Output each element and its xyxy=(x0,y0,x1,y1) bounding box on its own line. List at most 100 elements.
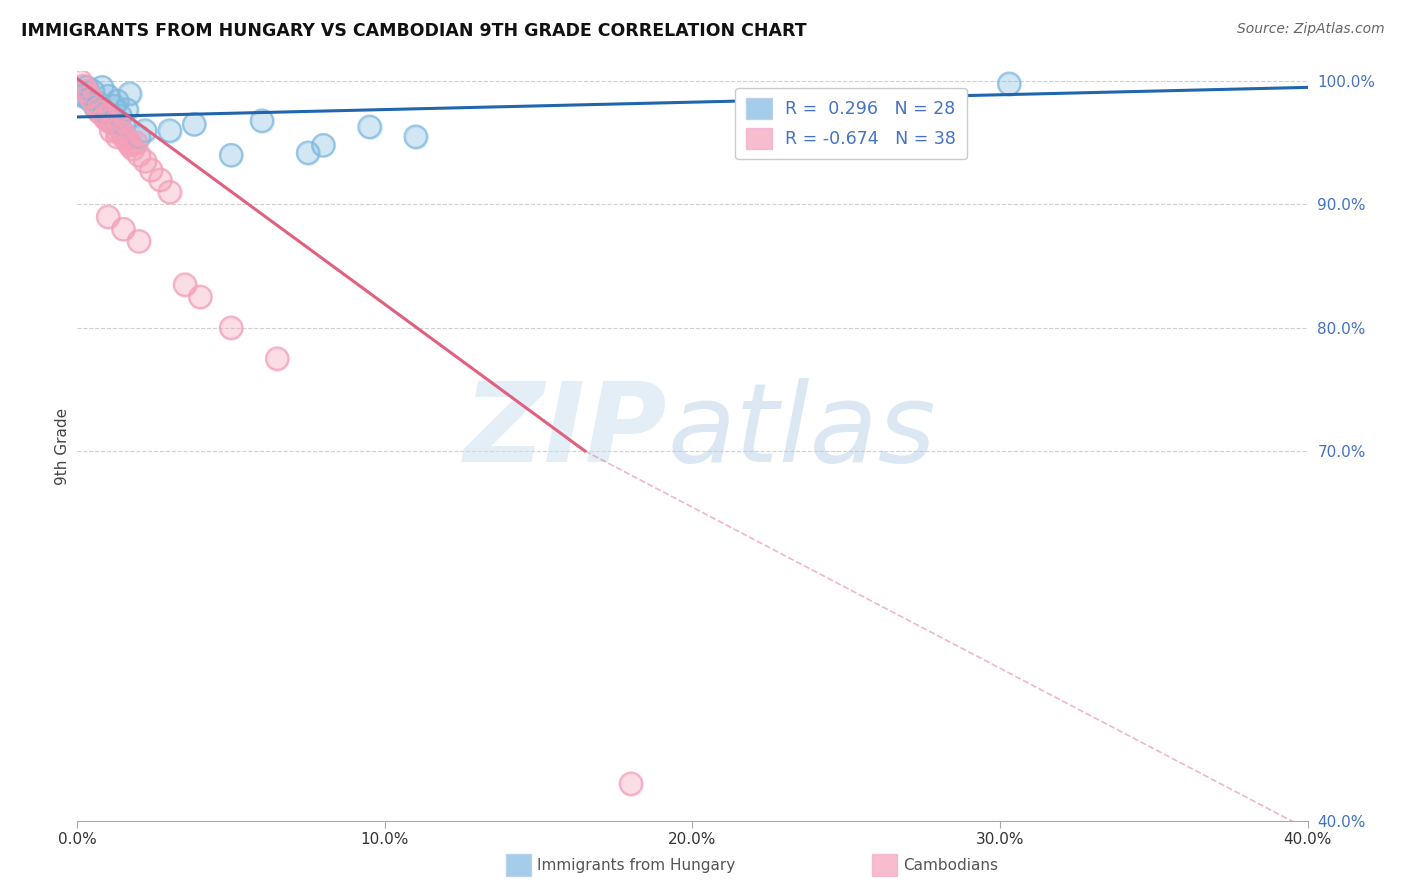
Point xyxy=(97,89,120,103)
Point xyxy=(159,185,181,199)
Text: atlas: atlas xyxy=(668,377,936,484)
Point xyxy=(141,163,163,178)
Point xyxy=(82,84,104,98)
Point xyxy=(100,123,122,137)
Point xyxy=(620,777,643,791)
Point xyxy=(87,96,110,111)
Point xyxy=(118,87,141,101)
Point xyxy=(76,84,98,98)
Point xyxy=(125,136,148,150)
Point xyxy=(79,93,101,107)
Point xyxy=(134,123,156,137)
Point xyxy=(112,117,135,131)
Point xyxy=(266,351,288,366)
Point xyxy=(110,109,132,123)
Point xyxy=(97,210,120,224)
Y-axis label: 9th Grade: 9th Grade xyxy=(55,408,70,484)
Point xyxy=(174,277,197,292)
Point xyxy=(219,148,242,162)
Point xyxy=(405,129,427,144)
Point xyxy=(79,89,101,103)
Point xyxy=(72,79,94,94)
Point xyxy=(82,94,104,108)
Point xyxy=(69,87,91,101)
Point xyxy=(118,138,141,153)
Point xyxy=(112,222,135,236)
Point xyxy=(69,74,91,88)
Point xyxy=(297,145,319,160)
Point xyxy=(118,87,141,101)
Point xyxy=(84,101,107,115)
Point xyxy=(183,117,205,131)
Point xyxy=(105,123,128,137)
Point xyxy=(110,121,132,136)
Point xyxy=(87,105,110,120)
Point xyxy=(620,777,643,791)
Point xyxy=(94,109,117,123)
Point xyxy=(97,89,120,103)
Point xyxy=(100,113,122,128)
Point xyxy=(87,96,110,111)
Point xyxy=(90,106,114,120)
Point xyxy=(115,103,138,117)
Point xyxy=(250,113,273,128)
Point xyxy=(79,89,101,103)
Point xyxy=(97,210,120,224)
Point xyxy=(141,163,163,178)
Point xyxy=(94,105,117,120)
Point xyxy=(219,320,242,334)
Point xyxy=(97,113,120,128)
Point xyxy=(110,121,132,136)
Point xyxy=(110,109,132,123)
Point xyxy=(359,120,381,134)
Point xyxy=(312,138,335,153)
Point xyxy=(998,77,1021,91)
Point xyxy=(90,80,114,95)
Point xyxy=(149,173,172,187)
Point xyxy=(128,129,150,144)
Point xyxy=(72,89,94,103)
Point xyxy=(76,84,98,98)
Point xyxy=(118,136,141,150)
Point xyxy=(79,93,101,107)
Point xyxy=(112,126,135,140)
Point xyxy=(84,99,107,113)
Point xyxy=(128,235,150,249)
Point xyxy=(82,84,104,98)
Point xyxy=(128,235,150,249)
Point xyxy=(134,154,156,169)
Point xyxy=(72,89,94,103)
Point xyxy=(219,320,242,334)
Point xyxy=(115,133,138,147)
Point xyxy=(87,105,110,120)
Point xyxy=(183,117,205,131)
Point xyxy=(297,145,319,160)
Point xyxy=(105,129,128,144)
Point xyxy=(174,277,197,292)
Point xyxy=(405,129,427,144)
Point xyxy=(115,103,138,117)
Point xyxy=(121,142,143,156)
Point xyxy=(112,117,135,131)
Point xyxy=(76,80,98,95)
Point xyxy=(128,148,150,162)
Point xyxy=(149,173,172,187)
Point xyxy=(69,87,91,101)
Point xyxy=(84,99,107,113)
Point xyxy=(90,106,114,120)
Point xyxy=(159,123,181,137)
Point xyxy=(105,94,128,108)
Point xyxy=(72,79,94,94)
Point xyxy=(100,123,122,137)
Point xyxy=(94,105,117,120)
Point xyxy=(134,123,156,137)
Point xyxy=(90,80,114,95)
Point xyxy=(359,120,381,134)
Point xyxy=(112,222,135,236)
Point xyxy=(188,290,212,304)
Point xyxy=(134,154,156,169)
Point xyxy=(312,138,335,153)
Point xyxy=(125,136,148,150)
Point xyxy=(94,111,117,125)
Point xyxy=(188,290,212,304)
